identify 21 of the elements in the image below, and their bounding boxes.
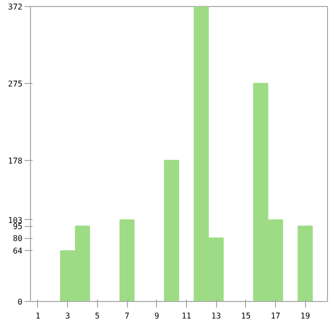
x-tick-label: 19 (300, 312, 310, 320)
x-tick-label: 1 (36, 312, 41, 320)
x-tick-label: 7 (124, 312, 130, 320)
y-tick-label: 80 (12, 234, 23, 244)
x-tick-label: 17 (270, 312, 281, 320)
x-tick-label: 15 (241, 312, 251, 320)
y-tick-label: 103 (8, 216, 23, 225)
bar (164, 160, 180, 302)
x-tick-label: 5 (94, 312, 100, 320)
bar (298, 226, 313, 302)
x-tick-label: 9 (154, 312, 160, 320)
x-tick-label: 3 (65, 312, 70, 320)
y-tick-label: 64 (12, 246, 23, 256)
y-tick-label: 275 (8, 79, 23, 88)
bar (119, 219, 135, 302)
x-tick-label: 13 (211, 312, 222, 320)
y-tick-label: 0 (18, 298, 23, 306)
y-tick-label: 178 (8, 156, 23, 166)
y-tick-label: 95 (12, 222, 23, 232)
x-tick-label: 11 (182, 312, 192, 320)
y-tick-label: 372 (8, 2, 23, 12)
